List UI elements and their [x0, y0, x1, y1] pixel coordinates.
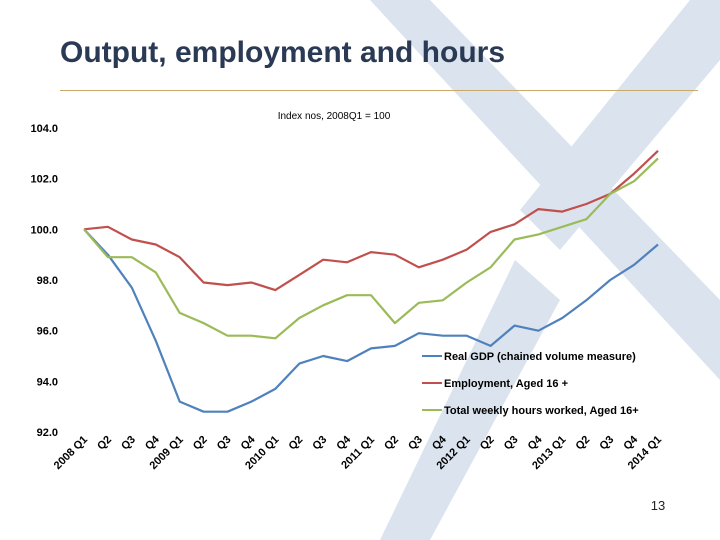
- x-tick-label: Q4: [334, 433, 353, 452]
- y-tick-label: 96.0: [37, 326, 58, 338]
- series-line-1: [83, 228, 659, 413]
- chart-title: Index nos, 2008Q1 = 100: [278, 111, 391, 122]
- legend-label-1: Real GDP (chained volume measure): [444, 351, 636, 363]
- x-tick-label: Q3: [310, 434, 329, 453]
- y-tick-label: 100.0: [30, 224, 58, 236]
- x-tick-label: Q3: [215, 434, 234, 453]
- legend-label-3: Total weekly hours worked, Aged 16+: [444, 405, 639, 417]
- x-tick-label: Q2: [478, 434, 497, 453]
- x-tick-label: Q2: [95, 434, 114, 453]
- series-line-2: [83, 150, 659, 292]
- x-tick-label: Q2: [382, 434, 401, 453]
- slide-title: Output, employment and hours: [60, 36, 506, 69]
- y-tick-label: 102.0: [30, 174, 58, 186]
- y-tick-label: 94.0: [37, 376, 58, 388]
- y-tick-label: 98.0: [37, 275, 58, 287]
- x-tick-label: Q3: [406, 434, 425, 453]
- x-tick-label: Q3: [597, 434, 616, 453]
- x-tick-label: Q4: [526, 433, 545, 452]
- page-number: 13: [650, 498, 666, 513]
- x-tick-label: 2008 Q1: [52, 434, 90, 472]
- x-tick-label: Q2: [287, 434, 306, 453]
- x-tick-label: Q4: [621, 433, 640, 452]
- series-line-3: [83, 157, 659, 340]
- x-tick-label: Q4: [143, 433, 162, 452]
- x-tick-label: Q2: [191, 434, 210, 453]
- y-tick-label: 92.0: [37, 427, 58, 439]
- y-tick-label: 104.0: [30, 123, 58, 135]
- x-tick-label: Q4: [430, 433, 449, 452]
- x-tick-label: Q3: [502, 434, 521, 453]
- title-divider: [60, 90, 698, 91]
- x-tick-label: Q2: [574, 434, 593, 453]
- legend-label-2: Employment, Aged 16 +: [444, 378, 568, 390]
- x-tick-label: Q4: [239, 433, 258, 452]
- x-tick-label: Q3: [119, 434, 138, 453]
